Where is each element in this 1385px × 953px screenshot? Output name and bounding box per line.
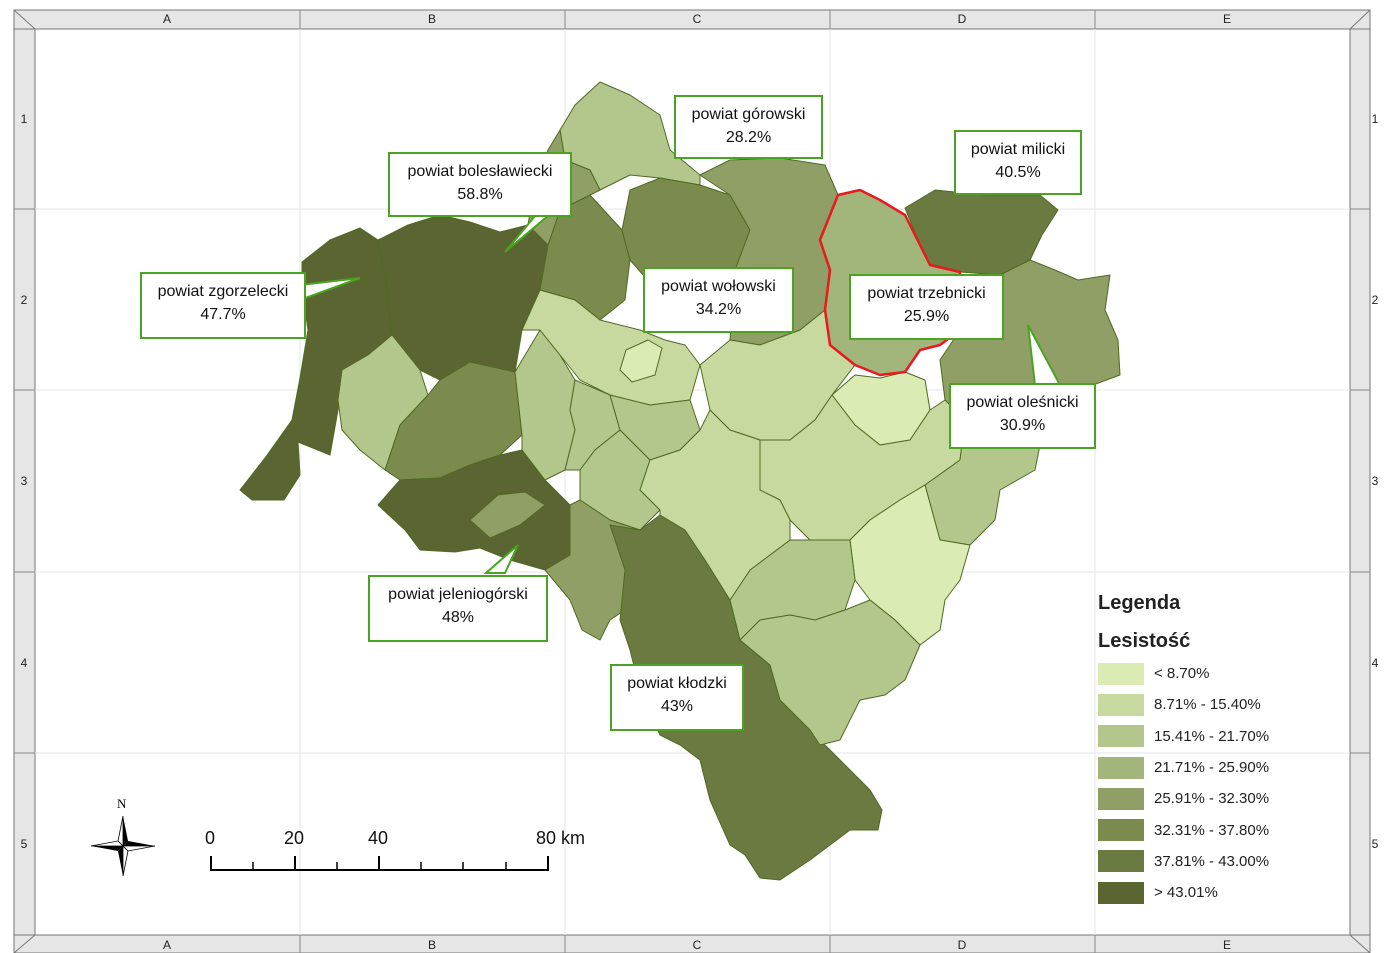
legend-item: > 43.01% [1098, 877, 1358, 908]
legend-label: 32.31% - 37.80% [1154, 821, 1270, 839]
grid-row-right-3: 3 [1372, 474, 1379, 488]
legend-item: 15.41% - 21.70% [1098, 721, 1358, 752]
scale-label-40: 40 [368, 828, 389, 848]
grid-col-top-b: B [428, 12, 436, 26]
callout-value: 40.5% [995, 164, 1041, 181]
legend-label: 25.91% - 32.30% [1154, 790, 1270, 808]
legend-item: 8.71% - 15.40% [1098, 689, 1358, 720]
callout-klodzki: powiat kłodzki 43% [610, 664, 744, 731]
callout-name: powiat górowski [691, 106, 806, 123]
legend-swatch [1098, 819, 1144, 842]
district-jelenia-gora [469, 491, 546, 539]
grid-row-right-2: 2 [1372, 293, 1379, 307]
district-zabkowicki [739, 599, 921, 746]
legend-label: 15.41% - 21.70% [1154, 727, 1270, 745]
legend: Legenda Lesistość < 8.70% 8.71% - 15.40% 1… [1098, 588, 1358, 908]
scale-label-80: 80 km [536, 828, 586, 848]
callout-value: 30.9% [999, 417, 1046, 434]
grid-col-top-e: E [1223, 12, 1231, 26]
district-swidnicki [579, 429, 661, 531]
legend-label: 37.81% - 43.00% [1154, 852, 1270, 870]
callout-gorowski: powiat górowski 28.2% [674, 95, 823, 159]
grid-col-bottom-b: B [428, 938, 436, 952]
callout-value: 58.8% [457, 186, 503, 203]
legend-item: 37.81% - 43.00% [1098, 846, 1358, 877]
callout-boleslawiecki: powiat bolesławiecki 58.8% [388, 152, 572, 217]
callout-name: powiat oleśnicki [966, 394, 1079, 411]
legend-title: Legenda [1098, 592, 1181, 614]
grid-col-top-d: D [958, 12, 967, 26]
callout-name: powiat bolesławiecki [407, 163, 553, 180]
grid-row-left-3: 3 [21, 474, 28, 488]
district-legnica [619, 339, 663, 383]
callout-value: 47.7% [200, 306, 246, 323]
callout-value: 43% [660, 698, 694, 715]
grid-col-top-c: C [693, 12, 702, 26]
grid-row-left-1: 1 [21, 112, 28, 126]
legend-subtitle: Lesistość [1098, 630, 1191, 652]
legend-label: 21.71% - 25.90% [1154, 759, 1270, 777]
callout-olesnicki: powiat oleśnicki 30.9% [949, 383, 1096, 449]
compass-rose-icon [90, 815, 156, 877]
callout-value: 28.2% [725, 129, 772, 146]
grid-col-bottom-a: A [163, 938, 171, 952]
callout-value: 34.2% [695, 301, 742, 318]
callout-milicki: powiat milicki 40.5% [954, 130, 1082, 195]
legend-label: 8.71% - 15.40% [1154, 696, 1261, 714]
legend-swatch [1098, 756, 1144, 779]
callout-name: powiat kłodzki [627, 675, 727, 692]
callout-zgorzelecki: powiat zgorzelecki 47.7% [140, 272, 306, 339]
legend-label: < 8.70% [1154, 665, 1210, 683]
callout-jeleniogorski: powiat jeleniogórski 48% [368, 575, 548, 642]
grid-row-left-2: 2 [21, 293, 28, 307]
scale-label-0: 0 [205, 828, 216, 848]
legend-item: < 8.70% [1098, 658, 1358, 689]
callout-value: 48% [441, 609, 475, 626]
legend-item: 32.31% - 37.80% [1098, 814, 1358, 845]
callout-name: powiat jeleniogórski [388, 586, 528, 603]
grid-row-right-4: 4 [1372, 656, 1379, 670]
highlight-boundary [818, 188, 962, 377]
legend-rows: < 8.70% 8.71% - 15.40% 15.41% - 21.70% 21.7… [1098, 658, 1358, 908]
callout-wolowski: powiat wołowski 34.2% [643, 267, 794, 333]
legend-swatch [1098, 662, 1144, 685]
grid-row-left-4: 4 [21, 656, 28, 670]
scale-bar [210, 856, 549, 871]
legend-swatch [1098, 881, 1144, 904]
legend-swatch [1098, 693, 1144, 716]
callout-name: powiat zgorzelecki [157, 283, 289, 300]
legend-item: 25.91% - 32.30% [1098, 783, 1358, 814]
grid-col-bottom-c: C [693, 938, 702, 952]
callout-name: powiat trzebnicki [867, 285, 986, 302]
grid-row-right-5: 5 [1372, 837, 1379, 851]
north-label: N [117, 796, 127, 811]
grid-col-bottom-e: E [1223, 938, 1231, 952]
callout-value: 25.9% [903, 308, 950, 325]
scale-label-20: 20 [284, 828, 305, 848]
legend-swatch [1098, 850, 1144, 873]
grid-col-bottom-d: D [958, 938, 967, 952]
legend-swatch [1098, 725, 1144, 748]
callout-trzebnicki: powiat trzebnicki 25.9% [849, 274, 1004, 340]
grid-row-left-5: 5 [21, 837, 28, 851]
legend-item: 21.71% - 25.90% [1098, 752, 1358, 783]
legend-swatch [1098, 787, 1144, 810]
grid-row-right-1: 1 [1372, 112, 1379, 126]
grid-col-top-a: A [163, 12, 171, 26]
callout-name: powiat wołowski [661, 278, 776, 295]
district-swiebodzki [639, 409, 791, 601]
callout-name: powiat milicki [970, 141, 1066, 158]
legend-label: > 43.01% [1154, 884, 1218, 902]
